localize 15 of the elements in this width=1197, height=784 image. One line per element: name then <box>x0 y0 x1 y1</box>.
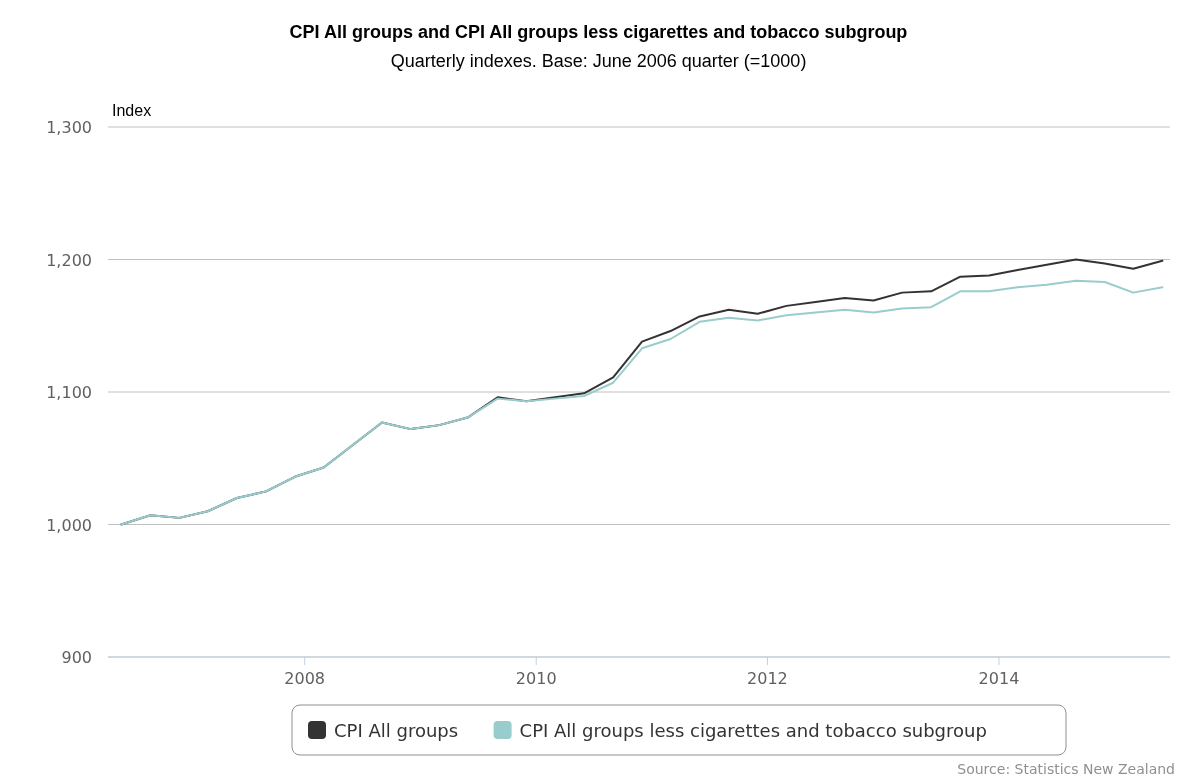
source-note: Source: Statistics New Zealand <box>957 761 1175 777</box>
chart-subtitle: Quarterly indexes. Base: June 2006 quarter (=1000) <box>390 51 807 71</box>
y-tick-label: 1,300 <box>46 118 92 137</box>
x-tick-label: 2010 <box>515 669 557 688</box>
legend-label: CPI All groups less cigarettes and tobacco subgroup <box>519 720 987 741</box>
y-axis-title: Index <box>112 102 152 119</box>
y-tick-label: 1,200 <box>46 250 92 270</box>
chart-title: CPI All groups and CPI All groups less cigarettes and tobacco subgroup <box>289 22 908 42</box>
legend-label: CPI All groups <box>334 720 459 741</box>
y-tick-label: 900 <box>61 648 92 667</box>
x-tick-label: 2008 <box>284 669 326 688</box>
y-tick-label: 1,100 <box>46 383 92 402</box>
y-tick-label: 1,000 <box>46 515 92 535</box>
x-tick-label: 2014 <box>978 669 1020 688</box>
x-tick-label: 2012 <box>747 669 788 688</box>
